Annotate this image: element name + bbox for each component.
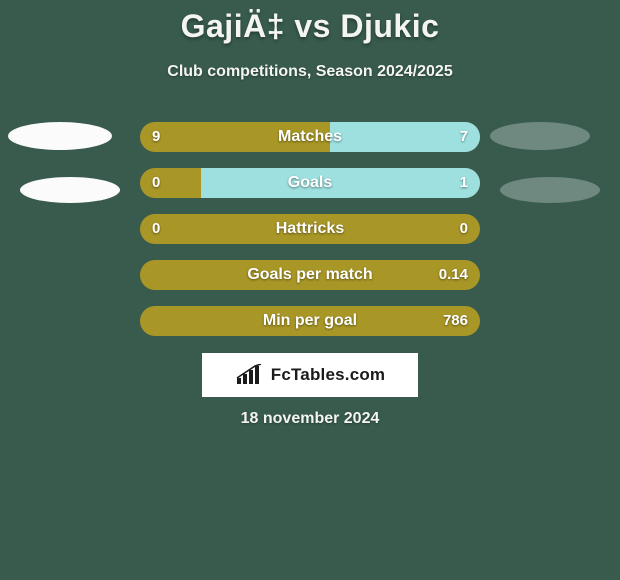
stat-label: Min per goal bbox=[140, 306, 480, 336]
stat-value-right: 1 bbox=[460, 168, 468, 198]
stat-label: Goals per match bbox=[140, 260, 480, 290]
chart-icon bbox=[235, 364, 265, 386]
stat-rows: 9Matches70Goals10Hattricks0Goals per mat… bbox=[140, 122, 480, 352]
stat-value-right: 0.14 bbox=[439, 260, 468, 290]
branding-text: FcTables.com bbox=[271, 365, 386, 385]
decoration-ellipse-left_bottom bbox=[20, 177, 120, 203]
stat-row: Goals per match0.14 bbox=[140, 260, 480, 290]
stat-value-right: 7 bbox=[460, 122, 468, 152]
stat-value-right: 786 bbox=[443, 306, 468, 336]
date-text: 18 november 2024 bbox=[0, 410, 620, 428]
decoration-ellipse-right_bottom bbox=[500, 177, 600, 203]
comparison-card: GajiÄ‡ vs Djukic Club competitions, Seas… bbox=[0, 0, 620, 580]
stat-row: 0Hattricks0 bbox=[140, 214, 480, 244]
stat-row: Min per goal786 bbox=[140, 306, 480, 336]
stat-value-right: 0 bbox=[460, 214, 468, 244]
stat-label: Goals bbox=[140, 168, 480, 198]
stat-label: Matches bbox=[140, 122, 480, 152]
subtitle: Club competitions, Season 2024/2025 bbox=[0, 63, 620, 81]
page-title: GajiÄ‡ vs Djukic bbox=[0, 8, 620, 45]
stat-row: 0Goals1 bbox=[140, 168, 480, 198]
decoration-ellipse-left_top bbox=[8, 122, 112, 150]
stat-label: Hattricks bbox=[140, 214, 480, 244]
branding-badge: FcTables.com bbox=[202, 353, 418, 397]
stat-row: 9Matches7 bbox=[140, 122, 480, 152]
decoration-ellipse-right_top bbox=[490, 122, 590, 150]
